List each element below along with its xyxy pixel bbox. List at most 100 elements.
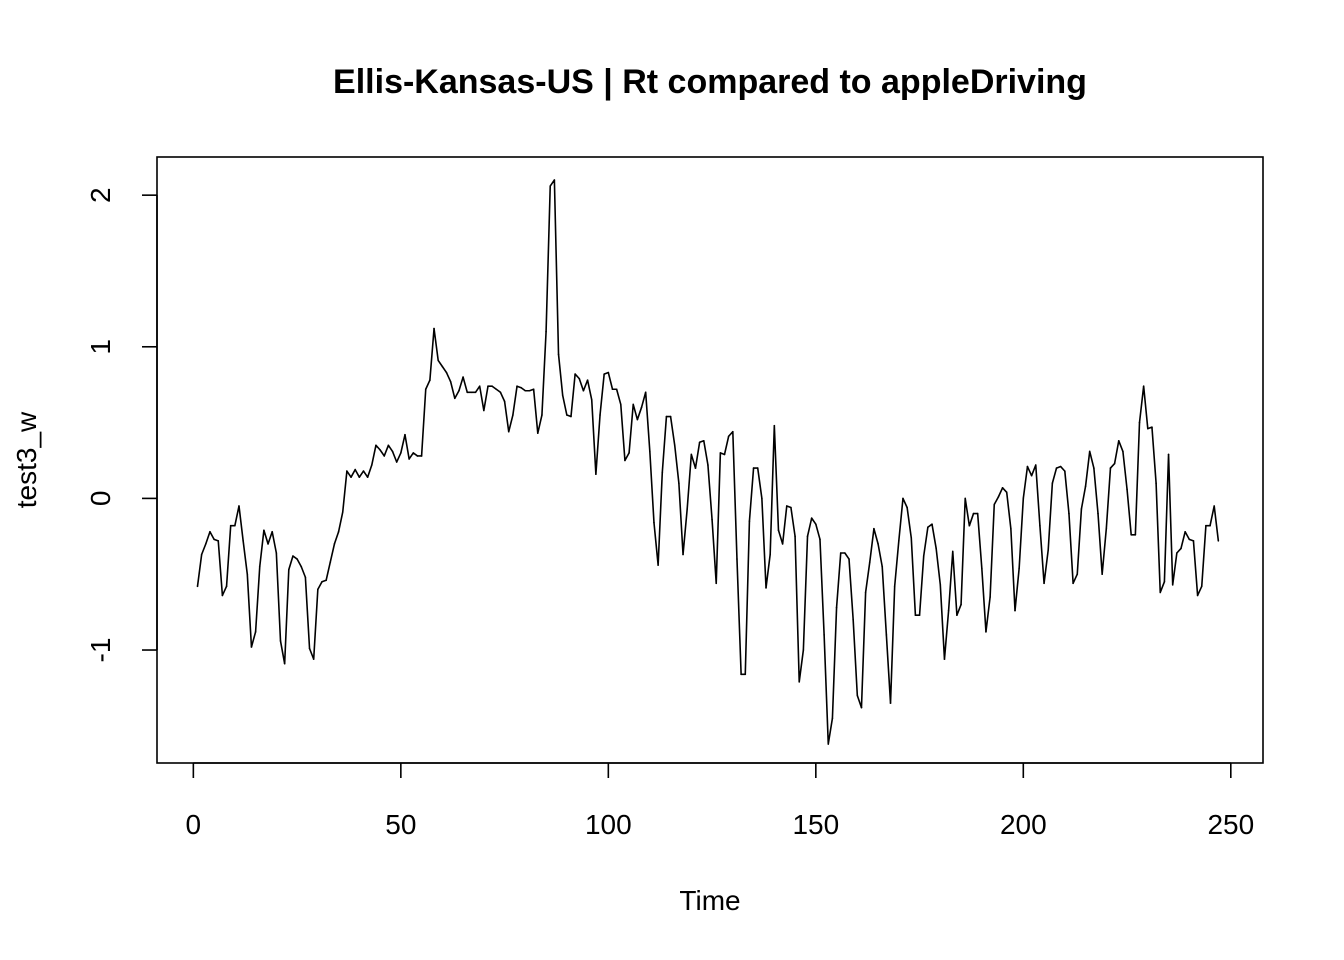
data-point [590,399,593,401]
data-point [806,535,809,538]
data-point [1184,530,1186,533]
data-point [785,505,788,507]
data-point [196,585,199,588]
data-point [408,458,410,460]
data-point [362,470,365,472]
data-point [433,327,435,330]
data-point [400,452,402,454]
data-point [1122,450,1124,453]
data-point [756,467,759,469]
data-point [1217,540,1220,542]
x-tick-label: 0 [186,809,202,840]
y-tick-label: 2 [85,187,116,203]
data-point [1196,594,1199,597]
data-point [906,506,908,509]
data-point [553,179,556,181]
data-point [1072,582,1074,585]
data-point [1026,465,1029,468]
y-axis: -1 0 1 2 [85,187,158,662]
data-point [744,673,747,676]
data-point [370,464,373,466]
data-point [831,717,834,720]
data-point [698,441,701,444]
data-point [682,553,684,556]
data-point [1159,591,1162,594]
data-point [964,497,967,500]
data-point [1163,581,1166,583]
data-point [1084,485,1087,488]
data-point [611,388,614,391]
data-point [1034,464,1037,466]
data-point [968,524,971,527]
data-point [1138,421,1141,424]
data-point [902,497,904,500]
data-point [213,538,215,541]
data-point [935,547,937,550]
data-point [503,400,506,403]
data-point [740,673,742,676]
data-point [470,391,473,394]
data-point [765,587,767,589]
data-point [628,452,630,454]
data-point [221,594,224,597]
data-point [893,585,896,588]
data-point [1030,474,1033,477]
data-point [225,585,228,588]
data-point [839,552,842,554]
x-tick-label: 250 [1207,809,1254,840]
data-point [1130,533,1132,536]
data-point [491,385,493,388]
data-point [321,581,323,583]
data-point [325,579,327,582]
data-point [354,468,356,471]
data-point [250,646,253,648]
data-point [993,503,996,506]
data-point [1192,540,1195,542]
data-point [499,391,502,394]
data-point [267,543,269,545]
data-point [358,476,361,478]
data-point [437,359,439,362]
data-point [885,634,888,636]
data-point [898,540,900,542]
data-point [715,582,718,585]
data-point [727,435,730,438]
data-point [661,471,664,474]
data-point [1097,512,1099,515]
data-point [777,529,780,532]
data-point [474,391,477,394]
data-point [644,391,647,394]
data-point [976,512,979,515]
data-point [653,521,655,524]
data-point [827,743,830,745]
data-point [951,550,954,553]
data-point [1180,547,1182,550]
data-point [308,647,311,650]
data-point [972,512,975,515]
data-point [868,561,871,563]
data-point [719,452,722,454]
data-point [520,386,522,389]
data-point [1005,491,1008,494]
data-point [429,379,431,381]
data-point [346,470,348,472]
data-point [877,543,879,545]
data-point [694,467,697,469]
data-point [707,464,709,466]
x-axis-label: Time [679,885,740,916]
data-point [424,388,427,391]
data-point [296,558,298,560]
data-point [391,450,394,453]
data-point [673,444,676,447]
data-point [209,530,211,533]
data-point [495,388,498,391]
data-point [947,609,950,612]
data-point [375,444,377,447]
data-point [578,377,581,380]
data-point [1022,497,1025,500]
data-point [466,391,469,394]
data-point [288,568,290,571]
data-point [1059,465,1062,468]
data-point [769,553,771,556]
